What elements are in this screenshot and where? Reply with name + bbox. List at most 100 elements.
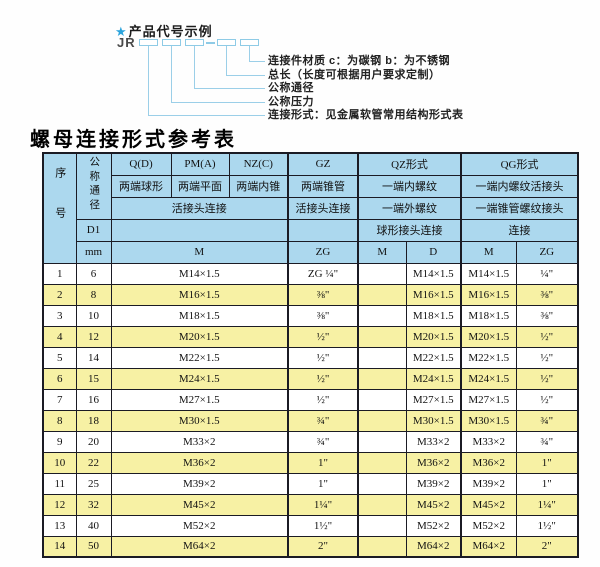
code-box-5	[240, 39, 259, 46]
table-cell: 1¼"	[515, 493, 579, 516]
desc-gz-union-connection: 活接头连接	[287, 196, 359, 220]
table-cell: 1"	[515, 451, 579, 474]
code-dash	[206, 42, 215, 44]
table-cell: ½"	[515, 367, 579, 390]
table-cell: M45×2	[405, 493, 462, 516]
table-cell: M22×1.5	[110, 346, 289, 369]
table-cell: M33×2	[110, 430, 289, 453]
table-cell: M24×1.5	[110, 367, 289, 390]
desc-qg-taper-thread-joint: 一端锥管螺纹接头	[460, 196, 579, 220]
connector-line	[148, 46, 265, 116]
table-cell: 15	[75, 367, 112, 390]
table-cell: ½"	[515, 388, 579, 411]
code-prefix: JR	[117, 35, 136, 50]
connector-line	[249, 46, 265, 62]
table-cell: M16×1.5	[460, 283, 517, 306]
table-cell: M64×2	[110, 535, 289, 558]
table-row: 3 10 M18×1.5 ⅜" M18×1.5 M18×1.5 ⅜"	[42, 304, 579, 327]
col-header-d1: D1	[75, 218, 112, 242]
table-cell	[357, 472, 407, 495]
diagram-heading: ★产品代号示例	[115, 21, 213, 40]
table-body: 1 6 M14×1.5 ZG ¼" M14×1.5 M14×1.5 ¼" 2 8 M16×1.5 ⅜…	[42, 262, 579, 558]
unit-header-zg: ZG	[287, 240, 359, 264]
table-cell: ½"	[287, 346, 359, 369]
table-cell: 1½"	[287, 514, 359, 537]
table-cell: 5	[42, 346, 77, 369]
code-label-pressure: 公称压力	[268, 96, 314, 108]
table-cell: 14	[75, 346, 112, 369]
table-cell	[357, 283, 407, 306]
unit-header-m: M	[110, 240, 289, 264]
table-cell: 2	[42, 283, 77, 306]
table-cell: 1	[42, 262, 77, 285]
table-cell: M52×2	[405, 514, 462, 537]
table-cell: M39×2	[405, 472, 462, 495]
table-cell: M36×2	[110, 451, 289, 474]
table-cell: ZG ¼"	[287, 262, 359, 285]
table-cell: M52×2	[110, 514, 289, 537]
desc-qz-internal-thread: 一端内螺纹	[356, 174, 462, 198]
table-cell: ⅜"	[515, 283, 579, 306]
table-cell: M18×1.5	[405, 304, 462, 327]
desc-gz-taper-pipe: 两端锥管	[287, 174, 359, 198]
unit-header-mm: mm	[75, 240, 112, 264]
table-cell: ½"	[515, 346, 579, 369]
desc-qg-internal-thread-union: 一端内螺纹活接头	[460, 174, 579, 198]
table-cell: 12	[42, 493, 77, 516]
table-cell: 22	[75, 451, 112, 474]
table-cell: 11	[42, 472, 77, 495]
table-cell: ¾"	[287, 409, 359, 432]
desc-qz-external-thread: 一端外螺纹	[356, 196, 462, 220]
table-cell: M39×2	[460, 472, 517, 495]
table-cell: M20×1.5	[405, 325, 462, 348]
table-cell: 6	[42, 367, 77, 390]
unit-header-qg-m: M	[460, 240, 517, 264]
code-label-connection: 连接形式：见金属软管常用结构形式表	[268, 109, 464, 121]
table-cell	[357, 535, 407, 558]
table-cell: 8	[75, 283, 112, 306]
table-cell: ¾"	[515, 409, 579, 432]
code-label-diameter: 公称通径	[268, 82, 314, 94]
table-cell: M20×1.5	[110, 325, 289, 348]
code-box-1	[139, 39, 158, 46]
table-cell: M64×2	[460, 535, 517, 558]
table-cell: 10	[42, 451, 77, 474]
col-header-nz: NZ(C)	[228, 152, 289, 176]
table-cell: 1"	[287, 451, 359, 474]
nut-connection-table: 序号 公称通径 Q(D) PM(A) NZ(C) GZ QZ形式 QG形式 两端…	[42, 152, 580, 558]
table-cell: M14×1.5	[460, 262, 517, 285]
table-row: 10 22 M36×2 1" M36×2 M36×2 1"	[42, 451, 579, 474]
desc-q-both-ends-ball: 两端球形	[110, 174, 172, 198]
table-cell: 13	[42, 514, 77, 537]
table-cell: M18×1.5	[460, 304, 517, 327]
col-header-qz: QZ形式	[356, 152, 462, 176]
table-cell	[357, 388, 407, 411]
col-header-qg: QG形式	[460, 152, 579, 176]
connector-line	[194, 46, 265, 89]
table-cell: 12	[75, 325, 112, 348]
table-cell: M36×2	[405, 451, 462, 474]
table-cell: M45×2	[460, 493, 517, 516]
table-cell: 1½"	[515, 514, 579, 537]
table-row: 5 14 M22×1.5 ½" M22×1.5 M22×1.5 ½"	[42, 346, 579, 369]
desc-qz-ball-joint-connection: 球形接头连接	[356, 218, 462, 242]
desc-nz-both-ends-cone: 两端内锥	[228, 174, 289, 198]
table-cell: ½"	[515, 325, 579, 348]
table-row: 1 6 M14×1.5 ZG ¼" M14×1.5 M14×1.5 ¼"	[42, 262, 579, 285]
table-cell: M27×1.5	[405, 388, 462, 411]
table-cell: ¾"	[515, 430, 579, 453]
empty-header-cell	[110, 218, 289, 242]
table-cell	[357, 430, 407, 453]
table-cell: 25	[75, 472, 112, 495]
table-cell: M30×1.5	[405, 409, 462, 432]
table-cell: 20	[75, 430, 112, 453]
table-cell: M16×1.5	[405, 283, 462, 306]
table-cell: 1"	[515, 472, 579, 495]
table-row: 7 16 M27×1.5 ½" M27×1.5 M27×1.5 ½"	[42, 388, 579, 411]
table-cell: M16×1.5	[110, 283, 289, 306]
table-cell: ¾"	[287, 430, 359, 453]
star-icon: ★	[115, 24, 128, 39]
table-cell: M33×2	[405, 430, 462, 453]
table-cell	[357, 262, 407, 285]
